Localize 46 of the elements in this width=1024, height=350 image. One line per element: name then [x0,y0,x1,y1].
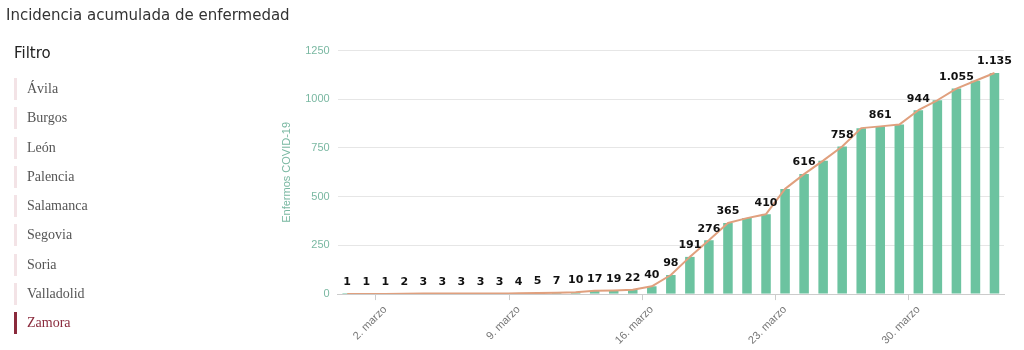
data-label: 2 [400,275,409,289]
data-label: 1.135 [977,54,1012,68]
data-label: 19 [606,271,622,285]
text: Valladolid [14,283,264,306]
data-label: 410 [754,195,778,209]
data-label: 1 [381,275,390,289]
text: Palencia [14,165,264,188]
data-label: 758 [830,127,854,141]
data-label: 944 [906,91,931,105]
data-label: 3 [438,274,447,288]
text: Ávila [14,78,264,100]
text: Zamora [14,312,264,335]
text: Filtro [14,44,52,62]
data-label: 98 [663,256,679,270]
data-label: 17 [587,272,603,286]
data-label: 5 [533,274,542,288]
text: León [14,136,264,159]
data-label: 3 [495,274,504,288]
data-label: 861 [868,107,892,121]
data-label: 191 [678,238,702,252]
y-tick-label: 0 [323,287,330,300]
y-axis-title: Enfermos COVID-19 [279,121,292,223]
y-tick-label: 1000 [305,92,330,105]
data-label: 3 [419,274,428,288]
data-label: 3 [457,274,466,288]
data-label: 4 [514,274,523,288]
data-label: 3 [476,274,485,288]
data-label: 616 [792,155,816,169]
data-label: 1.055 [939,69,974,83]
data-label: 1 [362,275,371,289]
text: Burgos [14,107,264,130]
data-label: 40 [644,267,660,281]
text: Segovia [14,224,264,247]
data-label: 10 [567,273,584,287]
y-tick-label: 500 [311,189,330,202]
text: Incidencia acumulada de enfermedad [6,6,290,24]
y-tick-label: 750 [311,141,330,154]
text: Salamanca [14,195,264,218]
y-tick-label: 250 [311,238,330,251]
data-label: 7 [552,274,561,288]
data-label: 22 [625,271,641,285]
data-label: 1 [343,275,352,289]
data-label: 365 [716,204,740,218]
text: Soria [14,253,264,276]
data-label: 276 [697,221,721,235]
y-tick-label: 1250 [305,43,330,56]
